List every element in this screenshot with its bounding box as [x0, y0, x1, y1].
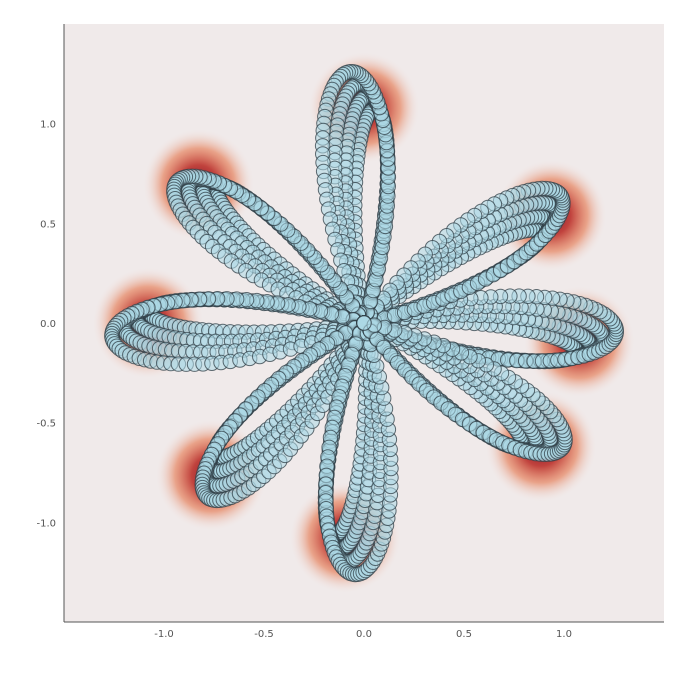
x-tick-label: 1.0 [556, 629, 572, 640]
y-tick-label: -0.5 [36, 419, 56, 430]
x-axis-ticks: -1.0 -0.5 0.0 0.5 1.0 [154, 629, 572, 640]
scatter-points [104, 64, 624, 583]
x-tick-label: 0.5 [456, 629, 472, 640]
scatter-point [356, 315, 372, 331]
y-tick-label: -1.0 [36, 518, 56, 529]
x-tick-label: 0.0 [356, 629, 372, 640]
x-tick-label: -0.5 [254, 629, 274, 640]
x-tick-label: -1.0 [154, 629, 174, 640]
y-tick-label: 1.0 [40, 120, 56, 131]
y-tick-label: 0.5 [40, 219, 56, 230]
y-axis-ticks: 1.0 0.5 0.0 -0.5 -1.0 [36, 120, 56, 530]
y-tick-label: 0.0 [40, 319, 56, 330]
